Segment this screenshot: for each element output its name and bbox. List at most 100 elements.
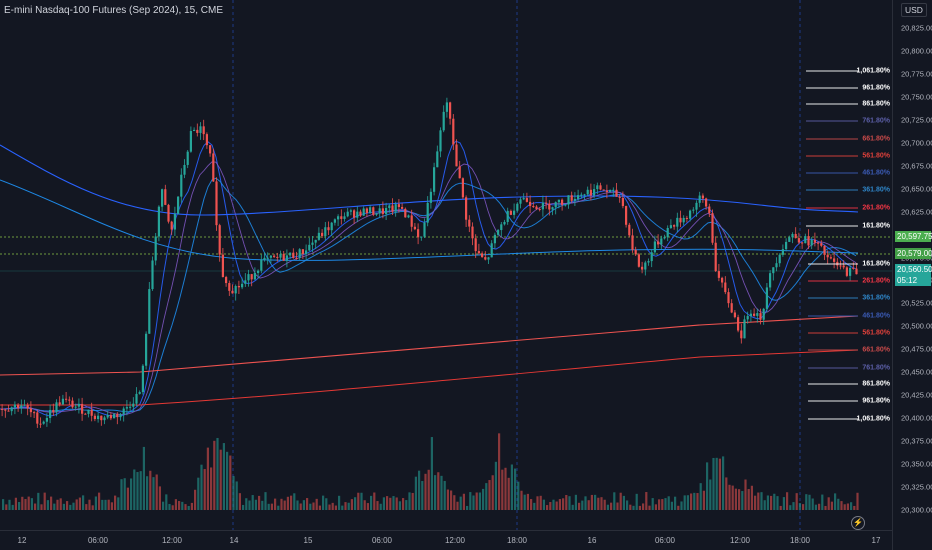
candle-body xyxy=(135,393,138,404)
candle-body xyxy=(337,216,340,220)
volume-bar xyxy=(126,487,129,510)
candle-body xyxy=(634,249,637,255)
candle-body xyxy=(52,409,55,413)
volume-bar xyxy=(597,497,600,510)
candle-body xyxy=(513,210,516,215)
volume-bar xyxy=(827,497,830,510)
volume-bar xyxy=(274,498,277,510)
candle-body xyxy=(855,268,858,275)
price-tick: 20,750.00 xyxy=(901,92,932,102)
candle-body xyxy=(839,265,842,267)
candle-body xyxy=(842,265,845,268)
candle-body xyxy=(209,145,212,154)
currency-button[interactable]: USD xyxy=(901,3,927,17)
volume-bar xyxy=(171,505,174,510)
candle-body xyxy=(641,266,644,270)
volume-bar xyxy=(386,496,389,510)
candle-body xyxy=(129,406,132,408)
candle-body xyxy=(743,319,746,339)
candle-body xyxy=(77,403,80,407)
candle-body xyxy=(276,256,279,258)
volume-bar xyxy=(200,464,203,510)
chart-plot-area[interactable] xyxy=(0,0,892,530)
candle-body xyxy=(305,250,308,254)
candle-body xyxy=(538,208,541,210)
candle-body xyxy=(500,224,503,231)
volume-bar xyxy=(760,492,763,510)
volume-bar xyxy=(213,440,216,510)
volume-bar xyxy=(194,489,197,510)
volume-bar xyxy=(824,505,827,510)
candle-body xyxy=(10,407,13,412)
candle-body xyxy=(468,219,471,227)
volume-bar xyxy=(14,497,17,510)
volume-bar xyxy=(555,501,558,510)
candle-body xyxy=(253,272,256,280)
candle-body xyxy=(679,217,682,223)
candle-body xyxy=(407,215,410,218)
candle-body xyxy=(535,206,538,209)
candle-body xyxy=(445,102,448,112)
candle-body xyxy=(429,191,432,203)
candle-body xyxy=(644,262,647,270)
fib-level-label: 161.80% xyxy=(862,222,890,230)
candle-body xyxy=(71,400,74,408)
candle-body xyxy=(324,227,327,237)
candle-body xyxy=(132,403,135,407)
volume-bar xyxy=(325,498,328,510)
volume-bar xyxy=(504,467,507,510)
candle-body xyxy=(669,225,672,228)
volume-bar xyxy=(408,492,411,510)
volume-bar xyxy=(162,501,165,510)
price-tick: 20,700.00 xyxy=(901,138,932,148)
volume-bar xyxy=(757,492,760,510)
volume-bar xyxy=(222,443,225,510)
volume-bar xyxy=(629,504,632,510)
volume-bar xyxy=(616,502,619,510)
price-scale[interactable]: USD 20,825.00 20,800.00 20,775.00 20,750.00… xyxy=(892,0,932,550)
volume-bar xyxy=(69,504,72,510)
volume-bar xyxy=(654,504,657,510)
volume-bar xyxy=(434,475,437,510)
price-tick: 20,625.00 xyxy=(901,207,932,217)
price-badge: 20,560.50 xyxy=(895,264,932,275)
volume-bar xyxy=(21,496,24,510)
volume-bar xyxy=(174,499,177,510)
volume-bar xyxy=(651,498,654,510)
volume-bar xyxy=(696,493,699,510)
volume-bar xyxy=(286,496,289,510)
volume-bar xyxy=(216,437,219,510)
lightning-icon[interactable]: ⚡ xyxy=(851,516,865,530)
candle-body xyxy=(90,409,93,416)
volume-bar xyxy=(632,505,635,510)
candle-body xyxy=(388,205,391,209)
volume-bar xyxy=(741,491,744,510)
volume-bar xyxy=(178,501,181,510)
candle-body xyxy=(465,197,468,220)
candle-body xyxy=(695,202,698,210)
candle-body xyxy=(196,129,199,133)
candle-body xyxy=(657,241,660,245)
volume-bar xyxy=(600,497,603,510)
candle-body xyxy=(490,243,493,258)
candle-body xyxy=(87,409,90,414)
volume-bar xyxy=(754,495,757,510)
volume-bar xyxy=(98,492,101,510)
volume-bar xyxy=(280,498,283,510)
volume-bar xyxy=(130,478,133,510)
time-axis[interactable]: 12 06:00 12:00 14 15 06:00 12:00 18:00 16 06:00 12… xyxy=(0,530,892,550)
symbol-title[interactable]: E-mini Nasdaq-100 Futures (Sep 2024), 15… xyxy=(4,5,223,16)
volume-bar xyxy=(526,493,529,510)
candle-body xyxy=(817,242,820,244)
candle-body xyxy=(247,274,250,281)
volume-bar xyxy=(542,499,545,510)
volume-bar xyxy=(786,492,789,510)
volume-bar xyxy=(261,500,264,510)
candle-body xyxy=(218,225,221,255)
volume-bar xyxy=(427,469,430,510)
time-tick: 17 xyxy=(871,536,881,545)
volume-bar xyxy=(46,500,49,510)
candle-body xyxy=(68,399,71,401)
price-tick: 20,825.00 xyxy=(901,23,932,33)
